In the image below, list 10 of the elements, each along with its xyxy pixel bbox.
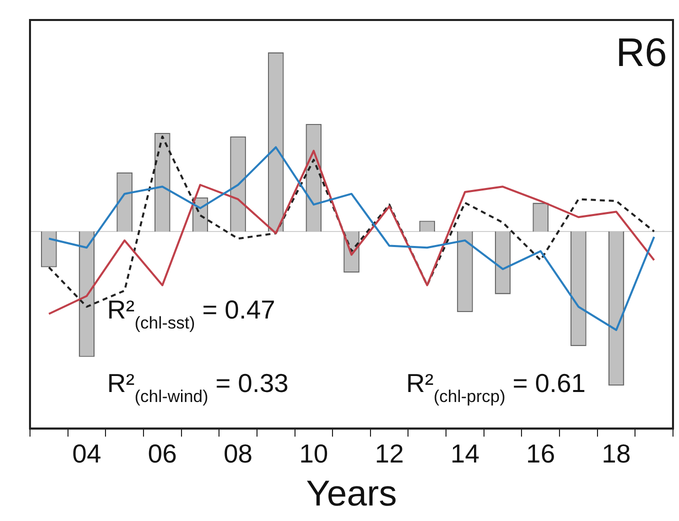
x-tick-label: 08 (224, 438, 252, 468)
x-tick-label: 10 (299, 438, 328, 468)
x-axis-title: Years (306, 472, 397, 514)
x-tick-label: 14 (450, 438, 480, 468)
x-tick-label: 06 (148, 438, 177, 468)
x-tick-label: 18 (602, 438, 631, 468)
chart-title: R6 (616, 31, 667, 75)
x-tick-label: 12 (374, 438, 404, 468)
x-tick-label: 16 (526, 438, 556, 468)
x-tick-label: 04 (72, 438, 102, 468)
